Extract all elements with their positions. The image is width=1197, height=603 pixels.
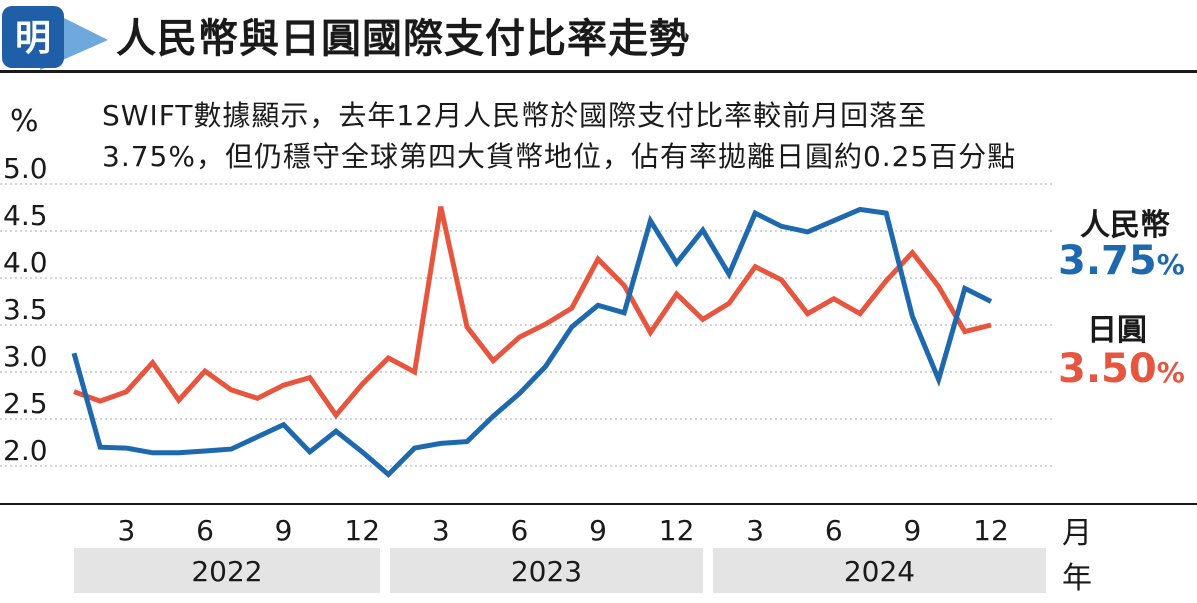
y-tick-label: 4.0 xyxy=(3,246,48,279)
x-tick-label: 9 xyxy=(589,514,607,547)
x-tick-label: 9 xyxy=(903,514,921,547)
legend-rmb-value: 3.75% xyxy=(1058,238,1185,284)
jpy-series-line xyxy=(73,206,992,420)
gridlines xyxy=(0,183,1053,467)
chart-title: 人民幣與日圓國際支付比率走勢 xyxy=(116,16,690,62)
x-tick-label: 12 xyxy=(659,514,695,547)
year-band-2023: 2023 xyxy=(390,548,703,593)
x-tick-label: 3 xyxy=(117,514,135,547)
x-tick-labels: 3 6 9 12 3 6 9 12 3 6 9 12 xyxy=(117,514,1008,547)
x-tick-label: 3 xyxy=(746,514,764,547)
legend-rmb-unit: % xyxy=(1156,248,1185,281)
chart-subtitle: SWIFT數據顯示，去年12月人民幣於國際支付比率較前月回落至 3.75%，但仍… xyxy=(102,99,1017,173)
legend-jpy-unit: % xyxy=(1156,356,1185,389)
year-band-2024: 2024 xyxy=(713,548,1046,593)
year-band-2022: 2022 xyxy=(74,548,380,593)
x-tick-label: 3 xyxy=(432,514,450,547)
x-tick-label: 9 xyxy=(275,514,293,547)
x-tick-label: 6 xyxy=(196,514,214,547)
title-divider xyxy=(0,70,1197,73)
y-tick-label: 3.5 xyxy=(3,293,48,326)
y-tick-label: 5.0 xyxy=(3,152,48,185)
y-tick-label: 2.0 xyxy=(3,434,48,467)
series-lines xyxy=(71,206,993,478)
x-tick-label: 12 xyxy=(344,514,380,547)
logo-box xyxy=(2,6,64,68)
y-axis-unit: % xyxy=(10,104,39,139)
y-tick-label: 4.5 xyxy=(3,199,48,232)
rmb-series-line xyxy=(71,206,993,478)
x-tick-label: 12 xyxy=(973,514,1009,547)
x-tick-label: 6 xyxy=(510,514,528,547)
legend-jpy-value: 3.50% xyxy=(1058,346,1185,392)
legend-rmb-number: 3.75 xyxy=(1058,238,1157,284)
legend-rmb-name: 人民幣 xyxy=(1080,208,1170,243)
legend-jpy-number: 3.50 xyxy=(1058,346,1157,392)
newspaper-logo: 明 xyxy=(2,6,108,70)
y-tick-labels: 2.0 2.5 3.0 3.5 4.0 4.5 5.0 xyxy=(3,152,48,467)
x-axis-unit-year: 年 xyxy=(1062,561,1092,596)
legend-jpy-name: 日圓 xyxy=(1087,313,1147,348)
y-tick-label: 2.5 xyxy=(3,387,48,420)
x-axis-unit-month: 月 xyxy=(1062,516,1092,551)
y-tick-label: 3.0 xyxy=(3,340,48,373)
logo-text: 明 xyxy=(15,18,51,59)
x-tick-label: 6 xyxy=(825,514,843,547)
